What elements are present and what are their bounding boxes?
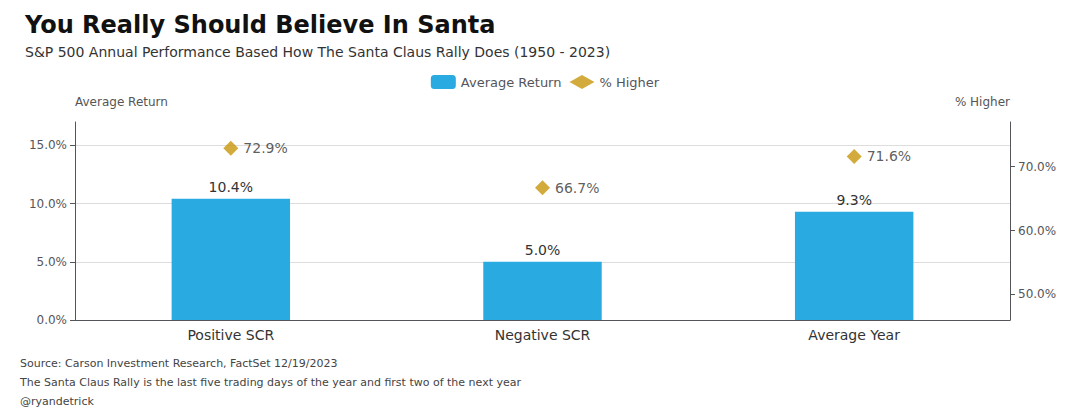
svg-text:0.0%: 0.0% xyxy=(37,313,68,327)
svg-text:Negative SCR: Negative SCR xyxy=(495,327,591,343)
svg-text:10.4%: 10.4% xyxy=(209,179,253,195)
svg-text:S&P 500 Annual Performance Bas: S&P 500 Annual Performance Based How The… xyxy=(25,44,610,60)
svg-text:Positive SCR: Positive SCR xyxy=(187,327,274,343)
svg-text:50.0%: 50.0% xyxy=(1018,287,1056,301)
svg-text:You Really Should Believe In S: You Really Should Believe In Santa xyxy=(24,11,495,39)
svg-text:9.3%: 9.3% xyxy=(836,192,872,208)
svg-text:5.0%: 5.0% xyxy=(525,242,561,258)
svg-text:% Higher: % Higher xyxy=(599,75,659,90)
svg-text:@ryandetrick: @ryandetrick xyxy=(20,395,94,408)
svg-text:The Santa Claus Rally is the l: The Santa Claus Rally is the last five t… xyxy=(19,376,521,389)
svg-text:Average Return: Average Return xyxy=(75,95,168,109)
svg-text:71.6%: 71.6% xyxy=(867,148,911,164)
svg-text:10.0%: 10.0% xyxy=(29,197,67,211)
svg-text:Source: Carson Investment Rese: Source: Carson Investment Research, Fact… xyxy=(20,357,338,370)
svg-text:Average Year: Average Year xyxy=(808,327,900,343)
svg-text:15.0%: 15.0% xyxy=(29,138,67,152)
svg-text:70.0%: 70.0% xyxy=(1018,160,1056,174)
svg-text:72.9%: 72.9% xyxy=(243,140,287,156)
svg-text:% Higher: % Higher xyxy=(955,95,1010,109)
svg-text:60.0%: 60.0% xyxy=(1018,224,1056,238)
svg-text:Average Return: Average Return xyxy=(461,75,562,90)
svg-text:5.0%: 5.0% xyxy=(37,255,68,269)
svg-text:66.7%: 66.7% xyxy=(555,180,599,196)
